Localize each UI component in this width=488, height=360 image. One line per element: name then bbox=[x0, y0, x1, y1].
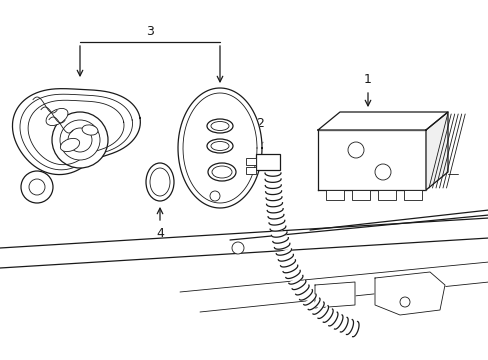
Polygon shape bbox=[265, 185, 281, 189]
Polygon shape bbox=[303, 294, 316, 305]
Polygon shape bbox=[374, 272, 444, 315]
Text: 4: 4 bbox=[156, 227, 163, 240]
Polygon shape bbox=[299, 290, 312, 300]
Circle shape bbox=[52, 112, 108, 168]
Polygon shape bbox=[278, 255, 293, 261]
Ellipse shape bbox=[207, 163, 236, 181]
Polygon shape bbox=[276, 249, 291, 255]
Text: 3: 3 bbox=[146, 25, 154, 38]
Bar bbox=[377, 190, 395, 200]
Polygon shape bbox=[312, 302, 324, 314]
Polygon shape bbox=[295, 285, 308, 295]
Ellipse shape bbox=[46, 108, 68, 126]
Polygon shape bbox=[314, 282, 354, 308]
Polygon shape bbox=[271, 232, 286, 237]
Bar bbox=[403, 190, 421, 200]
Ellipse shape bbox=[60, 138, 80, 152]
Polygon shape bbox=[317, 112, 447, 130]
Bar bbox=[245, 158, 256, 165]
Ellipse shape bbox=[206, 139, 232, 153]
Polygon shape bbox=[346, 320, 353, 334]
Polygon shape bbox=[340, 318, 347, 332]
Polygon shape bbox=[274, 243, 289, 249]
Polygon shape bbox=[317, 306, 328, 319]
Polygon shape bbox=[323, 309, 332, 322]
Circle shape bbox=[68, 128, 92, 152]
Polygon shape bbox=[307, 298, 319, 310]
Ellipse shape bbox=[212, 166, 231, 178]
Ellipse shape bbox=[210, 141, 228, 150]
Circle shape bbox=[399, 297, 409, 307]
Ellipse shape bbox=[210, 122, 228, 130]
Polygon shape bbox=[269, 226, 285, 231]
Polygon shape bbox=[178, 88, 262, 208]
Polygon shape bbox=[20, 94, 132, 170]
Polygon shape bbox=[264, 179, 281, 183]
Polygon shape bbox=[334, 315, 342, 329]
Circle shape bbox=[21, 171, 53, 203]
Bar bbox=[245, 167, 256, 174]
Circle shape bbox=[209, 191, 220, 201]
Polygon shape bbox=[265, 197, 282, 201]
Polygon shape bbox=[266, 203, 282, 207]
Circle shape bbox=[29, 179, 45, 195]
Text: 2: 2 bbox=[256, 117, 264, 130]
Polygon shape bbox=[328, 312, 337, 326]
Polygon shape bbox=[425, 112, 447, 190]
Polygon shape bbox=[272, 238, 288, 243]
Bar bbox=[325, 190, 343, 200]
Polygon shape bbox=[268, 220, 284, 225]
Circle shape bbox=[374, 164, 390, 180]
Polygon shape bbox=[288, 275, 303, 284]
Polygon shape bbox=[317, 130, 425, 190]
Circle shape bbox=[347, 142, 363, 158]
Bar bbox=[351, 190, 369, 200]
Polygon shape bbox=[283, 265, 297, 273]
Polygon shape bbox=[267, 215, 284, 219]
Ellipse shape bbox=[150, 168, 170, 196]
Circle shape bbox=[60, 120, 100, 160]
Circle shape bbox=[231, 242, 244, 254]
Ellipse shape bbox=[206, 119, 232, 133]
Ellipse shape bbox=[146, 163, 174, 201]
Polygon shape bbox=[285, 270, 300, 279]
Ellipse shape bbox=[82, 125, 98, 135]
Polygon shape bbox=[291, 280, 305, 289]
Polygon shape bbox=[267, 209, 283, 213]
Polygon shape bbox=[265, 191, 281, 194]
Polygon shape bbox=[352, 321, 358, 337]
Bar bbox=[256, 154, 280, 170]
Polygon shape bbox=[28, 100, 124, 165]
Polygon shape bbox=[12, 89, 140, 175]
Text: 1: 1 bbox=[364, 73, 371, 86]
Polygon shape bbox=[264, 173, 281, 176]
Polygon shape bbox=[280, 260, 295, 267]
